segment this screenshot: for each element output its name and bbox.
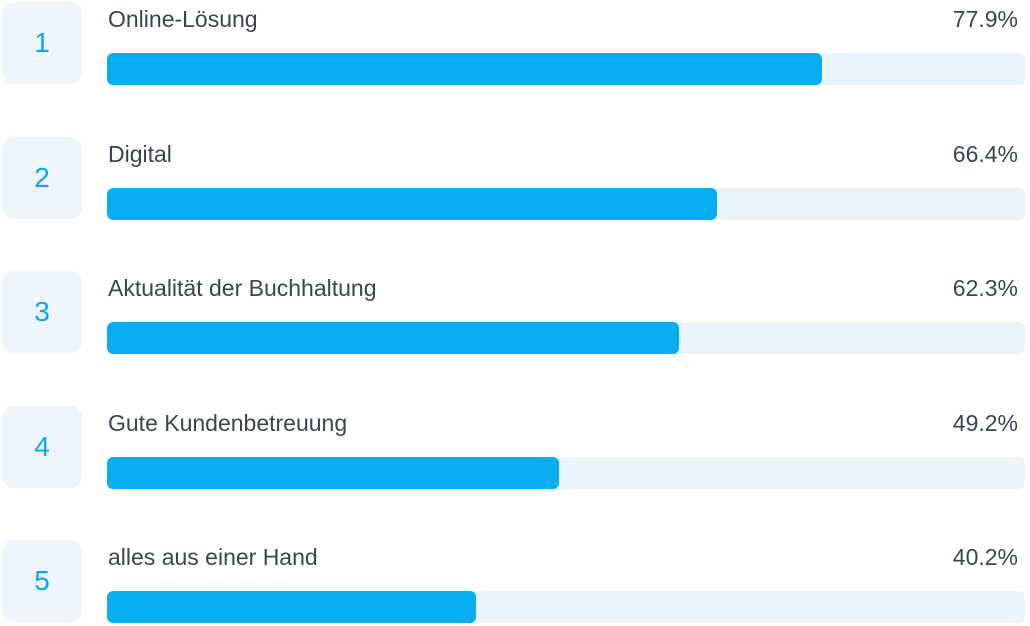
rank-number: 2 <box>34 161 50 193</box>
rank-number: 3 <box>34 296 50 327</box>
chart-row: 5 alles aus einer Hand 40.2% <box>0 538 1030 626</box>
rank-badge: 4 <box>2 405 82 488</box>
rank-number: 4 <box>34 430 50 462</box>
value-label: 66.4% <box>952 140 1018 167</box>
bar-track <box>107 322 1025 354</box>
bar-fill <box>107 53 822 85</box>
bar-track <box>107 456 1025 489</box>
value-label: 49.2% <box>952 409 1018 436</box>
value-label: 40.2% <box>952 544 1018 570</box>
bar-track <box>107 187 1025 220</box>
bar-track <box>107 53 1025 85</box>
rank-number: 1 <box>34 27 50 58</box>
rank-number: 5 <box>34 565 50 596</box>
rank-badge: 5 <box>2 540 82 622</box>
chart-row: 3 Aktualität der Buchhaltung 62.3% <box>0 269 1030 357</box>
rank-badge: 1 <box>2 2 82 84</box>
bar-track <box>107 591 1025 623</box>
category-label: Aktualität der Buchhaltung <box>108 275 377 301</box>
chart-row: 4 Gute Kundenbetreuung 49.2% <box>0 404 1030 492</box>
bar-fill <box>107 187 717 220</box>
bar-fill <box>107 591 476 623</box>
chart-row: 1 Online-Lösung 77.9% <box>0 0 1030 88</box>
category-label: Online-Lösung <box>108 6 258 32</box>
value-label: 62.3% <box>952 275 1018 301</box>
value-label: 77.9% <box>952 6 1018 32</box>
bar-fill <box>107 322 679 354</box>
category-label: Digital <box>108 140 172 167</box>
rank-badge: 3 <box>2 271 82 353</box>
bar-fill <box>107 456 559 489</box>
rank-badge: 2 <box>2 136 82 219</box>
category-label: Gute Kundenbetreuung <box>108 409 348 436</box>
chart-row: 2 Digital 66.4% <box>0 135 1030 223</box>
category-label: alles aus einer Hand <box>108 544 318 570</box>
